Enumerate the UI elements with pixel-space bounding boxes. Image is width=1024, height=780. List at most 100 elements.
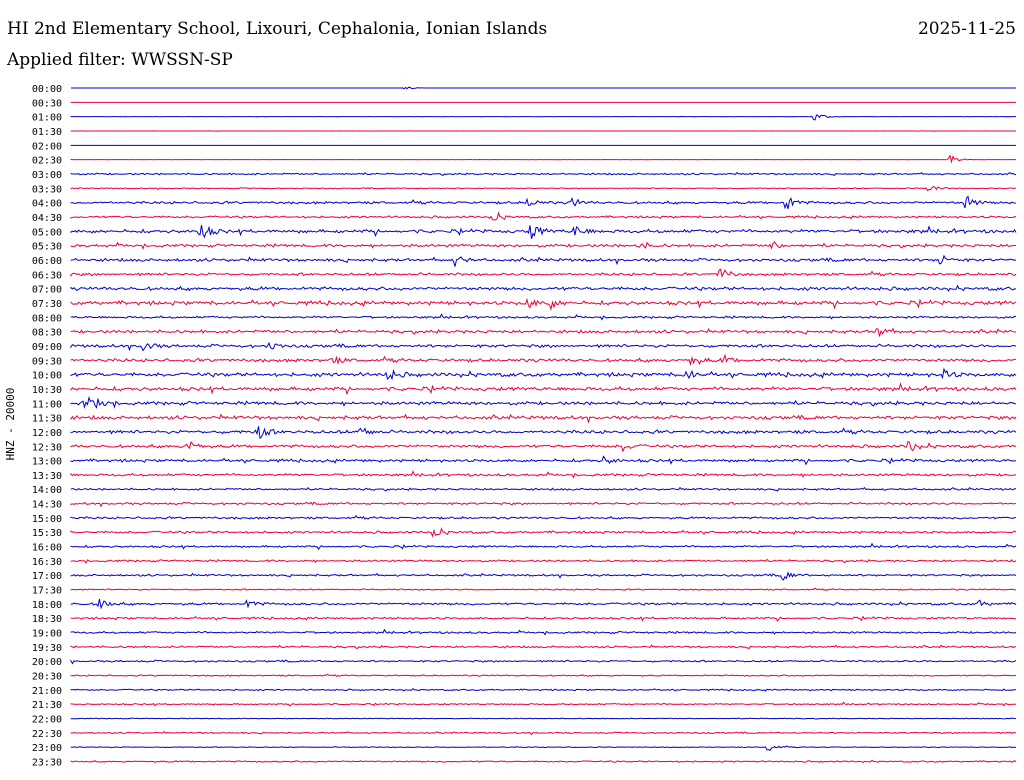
row-time-label: 00:30 xyxy=(32,98,62,109)
trace-1130 xyxy=(70,413,1017,424)
trace-1200 xyxy=(70,426,1017,439)
trace-2330 xyxy=(70,759,1017,764)
row-time-label: 15:30 xyxy=(32,528,62,539)
row-time-label: 23:00 xyxy=(32,743,62,754)
row-time-label: 07:00 xyxy=(32,285,62,296)
row-time-label: 23:30 xyxy=(32,758,62,769)
trace-2100 xyxy=(70,687,1017,692)
row-time-label: 13:30 xyxy=(32,471,62,482)
trace-group xyxy=(70,86,1017,764)
row-time-label: 02:30 xyxy=(32,156,62,167)
trace-1400 xyxy=(70,486,1017,492)
row-time-label: 03:00 xyxy=(32,170,62,181)
row-time-label: 11:00 xyxy=(32,399,62,410)
row-time-label: 08:30 xyxy=(32,328,62,339)
trace-0330 xyxy=(70,185,1017,192)
trace-1700 xyxy=(70,571,1017,581)
trace-0730 xyxy=(70,297,1017,311)
row-time-label: 16:00 xyxy=(32,543,62,554)
station-title: HI 2nd Elementary School, Lixouri, Cepha… xyxy=(7,19,548,39)
row-time-label: 15:00 xyxy=(32,514,62,525)
trace-0800 xyxy=(70,313,1017,321)
row-time-label: 19:30 xyxy=(32,643,62,654)
row-time-label: 06:00 xyxy=(32,256,62,267)
row-time-label: 10:00 xyxy=(32,371,62,382)
trace-1930 xyxy=(70,644,1017,650)
trace-2230 xyxy=(70,731,1017,736)
row-time-label: 09:30 xyxy=(32,356,62,367)
trace-0900 xyxy=(70,341,1017,352)
row-time-label: 02:00 xyxy=(32,141,62,152)
trace-0700 xyxy=(70,284,1017,292)
trace-0300 xyxy=(70,171,1017,176)
row-time-label: 22:30 xyxy=(32,729,62,740)
filter-label: Applied filter: WWSSN-SP xyxy=(7,50,233,70)
row-time-label: 22:00 xyxy=(32,715,62,726)
trace-1730 xyxy=(70,587,1017,591)
trace-1900 xyxy=(70,628,1017,636)
trace-1430 xyxy=(70,501,1017,508)
trace-0600 xyxy=(70,254,1017,267)
trace-0830 xyxy=(70,327,1017,337)
trace-2130 xyxy=(70,701,1017,707)
trace-1230 xyxy=(70,440,1017,453)
trace-2030 xyxy=(70,673,1017,677)
trace-2000 xyxy=(70,659,1017,665)
trace-1300 xyxy=(70,455,1017,466)
trace-0930 xyxy=(70,353,1017,367)
row-time-label: 09:00 xyxy=(32,342,62,353)
trace-0630 xyxy=(70,268,1017,278)
row-time-label: 17:30 xyxy=(32,586,62,597)
row-time-label: 20:30 xyxy=(32,672,62,683)
date-label: 2025-11-25 xyxy=(917,19,1016,39)
row-time-label: 18:30 xyxy=(32,614,62,625)
row-time-label: 05:00 xyxy=(32,227,62,238)
trace-1830 xyxy=(70,615,1017,623)
row-time-label: 21:30 xyxy=(32,700,62,711)
row-time-label: 19:00 xyxy=(32,629,62,640)
trace-1000 xyxy=(70,367,1017,381)
trace-1030 xyxy=(70,382,1017,396)
trace-0430 xyxy=(70,211,1017,221)
row-time-label: 20:00 xyxy=(32,657,62,668)
trace-1530 xyxy=(70,527,1017,538)
row-time-label: 10:30 xyxy=(32,385,62,396)
trace-1630 xyxy=(70,558,1017,564)
row-time-label: 03:30 xyxy=(32,184,62,195)
trace-2300 xyxy=(70,745,1017,752)
trace-1100 xyxy=(70,396,1017,410)
row-time-label: 12:00 xyxy=(32,428,62,439)
row-time-label: 07:30 xyxy=(32,299,62,310)
row-time-label: 08:00 xyxy=(32,313,62,324)
row-time-label: 12:30 xyxy=(32,442,62,453)
row-time-label: 17:00 xyxy=(32,571,62,582)
y-axis-label: HNZ - 20000 xyxy=(4,388,17,461)
row-time-label: 14:00 xyxy=(32,485,62,496)
row-time-label: 18:00 xyxy=(32,600,62,611)
row-time-label: 01:30 xyxy=(32,127,62,138)
row-time-label: 05:30 xyxy=(32,242,62,253)
trace-0000 xyxy=(71,86,1016,90)
row-time-label: 00:00 xyxy=(32,84,62,95)
trace-0500 xyxy=(70,224,1017,240)
trace-0400 xyxy=(70,195,1017,210)
row-time-label: 06:30 xyxy=(32,270,62,281)
trace-1330 xyxy=(70,470,1017,479)
row-time-label: 14:30 xyxy=(32,500,62,511)
row-time-label: 11:30 xyxy=(32,414,62,425)
trace-2200 xyxy=(70,717,1017,720)
row-time-label: 21:00 xyxy=(32,686,62,697)
trace-0230 xyxy=(70,154,1017,164)
trace-1600 xyxy=(70,542,1017,551)
row-time-label: 04:30 xyxy=(32,213,62,224)
row-time-label: 13:00 xyxy=(32,457,62,468)
row-time-label: 16:30 xyxy=(32,557,62,568)
row-time-label: 04:00 xyxy=(32,199,62,210)
trace-0100 xyxy=(70,114,1017,121)
trace-1500 xyxy=(70,514,1017,520)
row-label-group: 00:00 00:30 01:00 01:30 02:00 02:30 03:00 03:30… xyxy=(32,84,62,769)
row-time-label: 01:00 xyxy=(32,113,62,124)
trace-1800 xyxy=(70,598,1017,610)
trace-0530 xyxy=(70,241,1017,250)
